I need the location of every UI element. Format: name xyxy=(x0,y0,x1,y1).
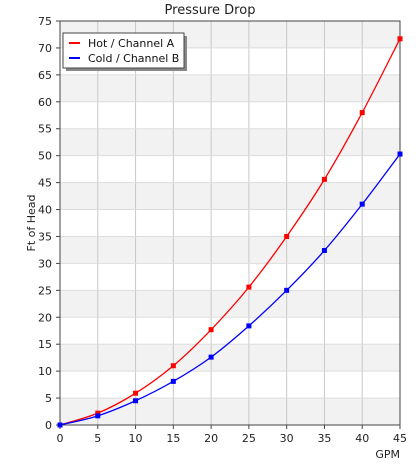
plot-frame xyxy=(59,20,401,426)
y-tick-label: 70 xyxy=(38,42,52,55)
data-point-marker xyxy=(170,363,176,369)
data-point-marker xyxy=(133,398,139,404)
data-point-marker xyxy=(95,410,101,416)
data-point-marker xyxy=(170,378,176,384)
band xyxy=(60,290,400,318)
data-point-marker xyxy=(133,390,139,396)
y-axis-ticks: 0 5 10 15 20 25 30 35 40 45 50 55 60 65 70 75 xyxy=(38,15,60,432)
x-tick-label: 5 xyxy=(94,432,101,445)
data-point-marker xyxy=(95,413,101,419)
series-layer xyxy=(57,36,403,428)
data-point-marker xyxy=(246,323,252,329)
x-tick-label: 25 xyxy=(242,432,256,445)
band xyxy=(60,182,400,210)
x-tick-label: 45 xyxy=(393,432,407,445)
x-tick-label: 0 xyxy=(57,432,64,445)
data-point-marker xyxy=(397,151,403,157)
y-tick-label: 30 xyxy=(38,257,52,270)
x-tick-label: 20 xyxy=(204,432,218,445)
data-point-marker xyxy=(208,327,214,333)
y-axis-label: Ft of Head xyxy=(25,195,38,252)
y-tick-label: 35 xyxy=(38,230,52,243)
legend-label: Hot / Channel A xyxy=(88,37,175,50)
chart-title: Pressure Drop xyxy=(165,3,256,18)
data-point-marker xyxy=(208,354,214,360)
series-cold-channel-b xyxy=(57,151,403,428)
y-tick-label: 0 xyxy=(45,419,52,432)
x-tick-label: 15 xyxy=(166,432,180,445)
x-axis-ticks: 0 5 10 15 20 25 30 35 40 45 xyxy=(57,425,407,445)
legend-box xyxy=(62,32,185,69)
plot-background-bands xyxy=(60,21,400,425)
band xyxy=(60,236,400,264)
y-tick-label: 15 xyxy=(38,338,52,351)
y-tick-label: 60 xyxy=(38,96,52,109)
data-point-marker xyxy=(284,287,290,293)
data-point-marker xyxy=(397,36,403,42)
data-point-marker xyxy=(321,247,327,253)
x-tick-label: 35 xyxy=(317,432,331,445)
series-hot-channel-a xyxy=(57,36,403,428)
y-tick-label: 65 xyxy=(38,69,52,82)
data-point-marker xyxy=(321,176,327,182)
y-tick-label: 5 xyxy=(45,392,52,405)
x-axis-label: GPM xyxy=(375,448,400,461)
data-point-marker xyxy=(57,422,63,428)
y-tick-label: 40 xyxy=(38,204,52,217)
y-tick-label: 20 xyxy=(38,311,52,324)
band xyxy=(60,74,400,102)
legend: Hot / Channel A Cold / Channel B xyxy=(62,32,187,71)
y-tick-label: 10 xyxy=(38,365,52,378)
x-tick-label: 40 xyxy=(355,432,369,445)
band xyxy=(60,344,400,372)
y-tick-label: 45 xyxy=(38,177,52,190)
x-tick-label: 30 xyxy=(280,432,294,445)
series-line xyxy=(59,153,401,426)
series-line xyxy=(59,38,401,426)
y-tick-label: 55 xyxy=(38,123,52,136)
data-point-marker xyxy=(359,201,365,207)
y-tick-label: 25 xyxy=(38,284,52,297)
data-point-marker xyxy=(246,284,252,290)
x-tick-label: 10 xyxy=(129,432,143,445)
y-tick-label: 50 xyxy=(38,150,52,163)
data-point-marker xyxy=(284,233,290,239)
band xyxy=(60,128,400,156)
data-point-marker xyxy=(359,110,365,116)
legend-label: Cold / Channel B xyxy=(88,52,179,65)
band xyxy=(60,398,400,425)
y-tick-label: 75 xyxy=(38,15,52,28)
